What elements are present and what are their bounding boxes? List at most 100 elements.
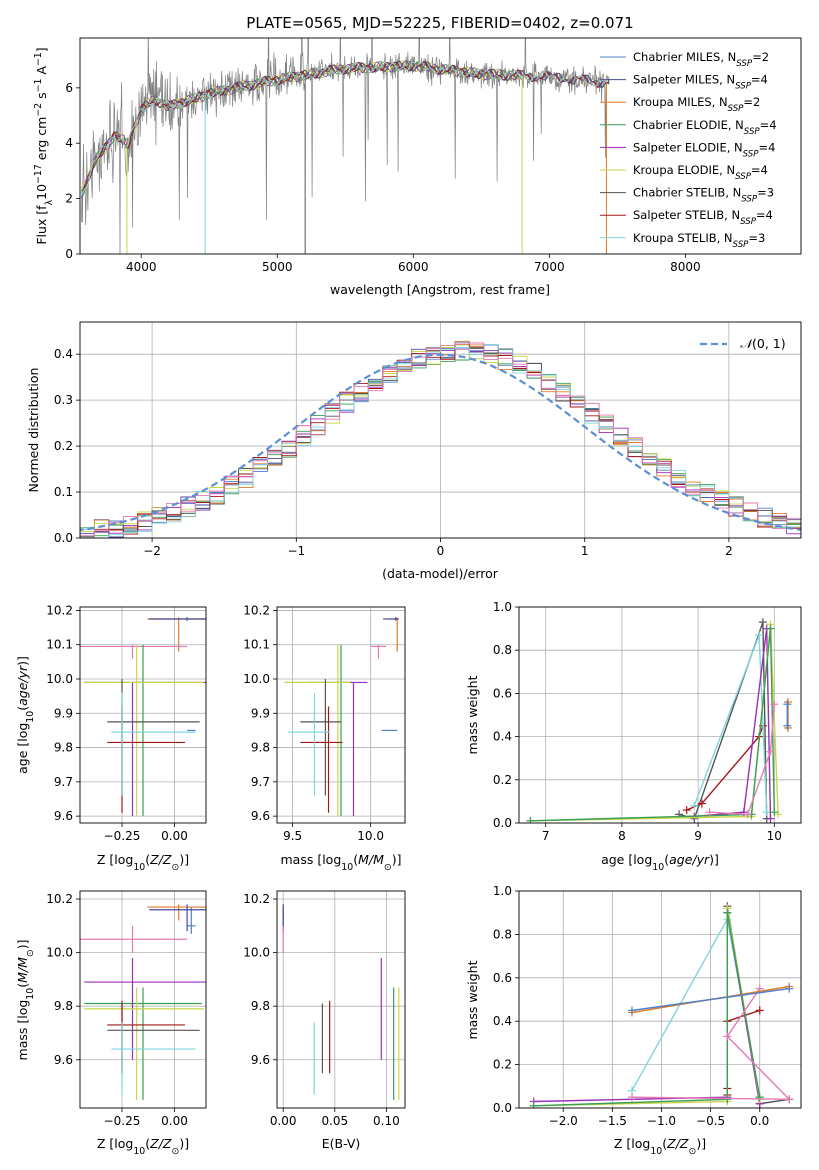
x-tick-label: −1.5	[598, 1114, 627, 1128]
legend-entry: Salpeter ELODIE, NSSP=4	[633, 140, 775, 159]
y-axis-label: mass weight	[465, 960, 480, 1039]
y-tick-label: 1.0	[493, 600, 512, 614]
y-tick-label: 10.1	[243, 638, 270, 652]
y-tick-label: 10.0	[46, 946, 73, 960]
y-tick-label: 10.0	[46, 672, 73, 686]
y-tick-label: 10.2	[46, 892, 73, 906]
axes-frame	[79, 606, 207, 824]
y-tick-label: 0.0	[493, 1101, 512, 1115]
weight-line	[631, 988, 791, 1101]
y-tick-label: 9.8	[54, 999, 73, 1013]
model-spectrum	[80, 61, 610, 197]
y-axis-label: age [log10(age/yr)]	[15, 656, 36, 774]
y-tick-label: 0.8	[493, 643, 512, 657]
y-tick-label: 0.4	[493, 1014, 512, 1028]
legend-entry: Chabrier MILES, NSSP=2	[633, 50, 769, 69]
weight-line	[631, 987, 790, 1012]
y-tick-label: 9.9	[251, 706, 270, 720]
x-tick-label: −1	[287, 544, 305, 558]
y-tick-label: 9.8	[251, 741, 270, 755]
y-tick-label: 10.2	[46, 603, 73, 617]
y-tick-label: 0.6	[493, 971, 512, 985]
normal-curve	[80, 353, 801, 532]
x-axis-label: E(B-V)	[322, 1136, 361, 1151]
model-spectrum	[80, 61, 610, 197]
y-tick-label: 2	[65, 192, 73, 206]
plot-area-age-vs-Z	[80, 617, 206, 817]
x-tick-label: 0.00	[161, 1114, 188, 1128]
x-tick-label: 5000	[262, 260, 293, 274]
y-tick-label: 0.0	[493, 816, 512, 830]
x-tick-label: 8000	[670, 260, 701, 274]
x-tick-label: 9.5	[283, 829, 302, 843]
plot-area-spectrum	[80, 38, 610, 254]
axes-frame	[276, 890, 406, 1109]
x-tick-label: 8	[618, 829, 626, 843]
x-axis-label: wavelength [Angstrom, rest frame]	[330, 282, 550, 297]
y-tick-label: 0.4	[493, 730, 512, 744]
plot-area-massweight-vs-age	[526, 618, 793, 823]
axes-frame	[79, 37, 802, 255]
plot-area-mass-vs-ebv	[282, 904, 400, 1100]
y-tick-label: 0.2	[54, 439, 73, 453]
y-tick-label: 10.0	[243, 946, 270, 960]
x-tick-label: 0.0	[750, 1114, 769, 1128]
axes-mass-vs-ebv	[277, 891, 405, 1108]
x-axis-label: mass [log10(M/M⊙)]	[281, 852, 402, 873]
x-tick-label: 7	[542, 829, 550, 843]
legend-entry: Salpeter MILES, NSSP=4	[633, 73, 768, 92]
y-tick-label: 9.6	[251, 809, 270, 823]
x-tick-label: 10	[767, 829, 782, 843]
plot-area-massweight-vs-Z	[529, 902, 794, 1108]
y-tick-label: 10.0	[243, 672, 270, 686]
x-tick-label: 4000	[126, 260, 157, 274]
legend-entry: Kroupa STELIB, NSSP=3	[633, 231, 765, 250]
weight-line	[533, 912, 761, 1107]
y-tick-label: 0.0	[54, 531, 73, 545]
axes-frame	[518, 606, 802, 824]
residual-histogram	[80, 342, 801, 538]
y-tick-label: 0.8	[493, 927, 512, 941]
y-tick-label: 10.2	[243, 603, 270, 617]
x-tick-label: −0.5	[696, 1114, 725, 1128]
y-tick-label: 9.8	[251, 999, 270, 1013]
x-axis-label: Z [log10(Z/Z⊙)]	[614, 1136, 706, 1157]
x-tick-label: 0	[437, 544, 445, 558]
x-axis-label: (data-model)/error	[382, 566, 499, 581]
model-spectrum	[81, 60, 523, 199]
legend-entry: Chabrier ELODIE, NSSP=4	[633, 118, 777, 137]
weight-line	[533, 908, 761, 1107]
x-tick-label: 1	[581, 544, 589, 558]
y-tick-label: 9.7	[54, 775, 73, 789]
y-tick-label: 0.2	[493, 773, 512, 787]
x-tick-label: 7000	[534, 260, 565, 274]
y-tick-label: 4	[65, 136, 73, 150]
y-tick-label: 0.4	[54, 347, 73, 361]
y-tick-label: 0.3	[54, 393, 73, 407]
x-tick-label: 9	[694, 829, 702, 843]
legend-entry: 𝒩(0, 1)	[740, 336, 786, 351]
x-axis-label: Z [log10(Z/Z⊙)]	[97, 852, 189, 873]
y-tick-label: 9.8	[54, 741, 73, 755]
weight-line	[530, 624, 779, 822]
weight-line	[530, 628, 775, 822]
weight-line	[694, 628, 772, 819]
y-tick-label: 10.1	[46, 638, 73, 652]
axes-frame	[276, 606, 406, 824]
x-tick-label: −1.0	[647, 1114, 676, 1128]
figure-title: PLATE=0565, MJD=52225, FIBERID=0402, z=0…	[246, 14, 633, 32]
x-axis-label: age [log10(age/yr)]	[601, 852, 719, 873]
axes-massweight-vs-Z	[519, 890, 801, 1109]
y-tick-label: 9.6	[54, 1053, 73, 1067]
model-spectrum	[81, 60, 610, 192]
x-tick-label: −2.0	[549, 1114, 578, 1128]
y-tick-label: 0.1	[54, 485, 73, 499]
x-tick-label: 0.05	[321, 1114, 348, 1128]
y-axis-label: mass [log10(M/M⊙)]	[15, 940, 36, 1061]
model-spectrum	[80, 60, 523, 199]
weight-line	[726, 906, 790, 1105]
x-tick-label: 6000	[398, 260, 429, 274]
y-tick-label: 6	[65, 81, 73, 95]
